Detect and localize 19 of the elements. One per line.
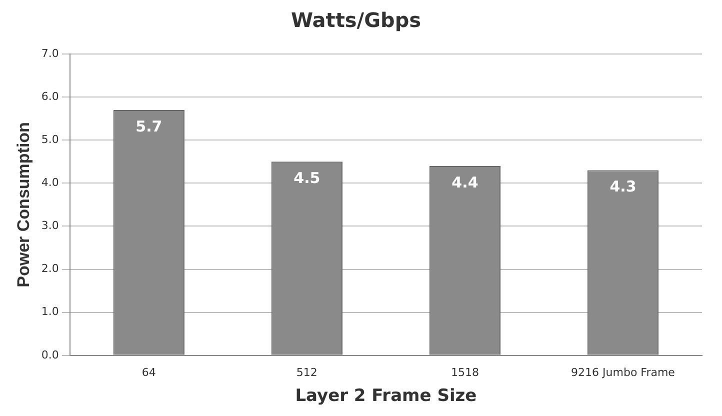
- y-axis-title: Power Consumption: [14, 122, 33, 288]
- y-tick-label: 1.0: [41, 305, 59, 318]
- data-label: 5.7: [136, 117, 162, 136]
- y-tick-label: 6.0: [41, 90, 59, 103]
- y-tick-label: 3.0: [41, 219, 59, 232]
- x-tick-label: 64: [142, 366, 156, 379]
- x-axis-title: Layer 2 Frame Size: [295, 386, 477, 406]
- data-label: 4.3: [610, 178, 636, 196]
- x-tick-label: 512: [296, 366, 318, 379]
- y-tick-label: 5.0: [41, 132, 59, 146]
- x-tick-label: 9216 Jumbo Frame: [571, 366, 676, 379]
- data-label: 4.5: [294, 169, 320, 188]
- data-label: 4.4: [452, 173, 478, 192]
- y-tick-label: 7.0: [41, 46, 59, 60]
- y-tick-label: 2.0: [41, 262, 59, 276]
- y-tick-label: 4.0: [41, 176, 59, 190]
- x-tick-label: 1518: [450, 366, 479, 379]
- y-tick-label: 0.0: [41, 348, 59, 362]
- chart-title: Watts/Gbps: [290, 8, 422, 32]
